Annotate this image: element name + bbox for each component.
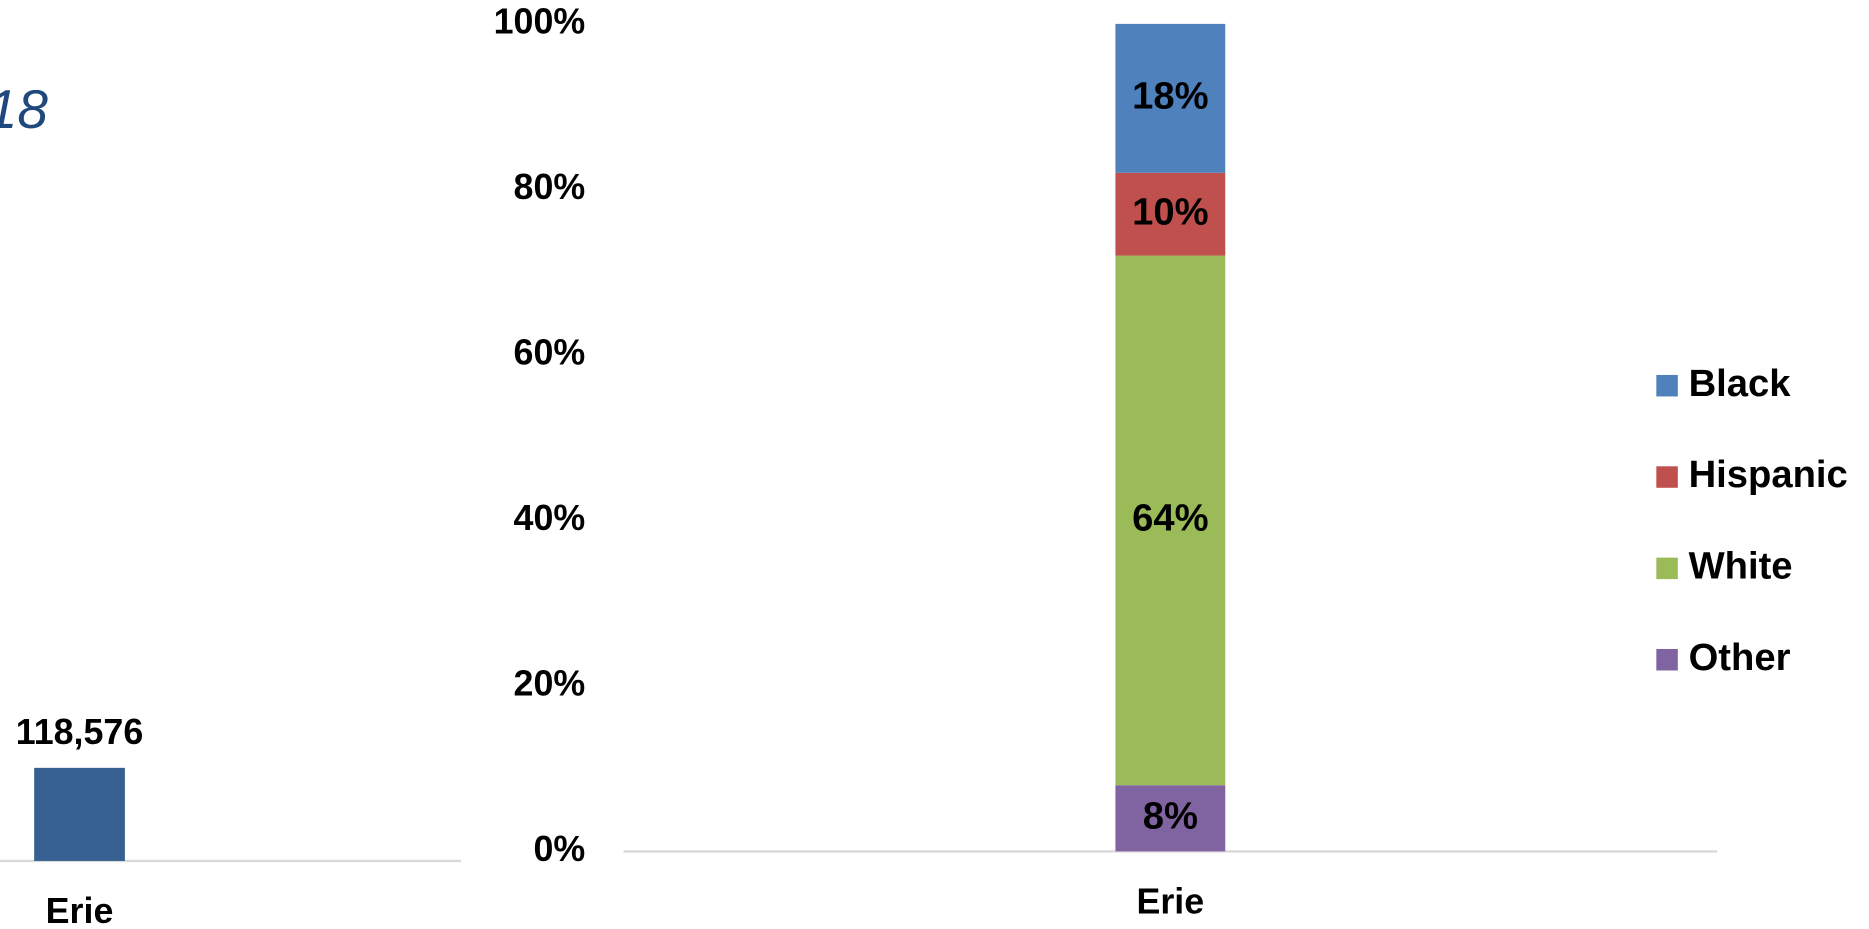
chart-title: 18 <box>0 78 48 140</box>
data-label: 64% <box>1132 496 1208 539</box>
legend-label: White <box>1689 544 1793 587</box>
y-tick-label: 40% <box>514 498 586 538</box>
bar-segment <box>1115 785 1226 852</box>
legend-label: Other <box>1689 636 1791 679</box>
legend-swatch <box>1656 648 1678 671</box>
bar <box>34 767 125 861</box>
y-tick-label: 60% <box>514 332 586 372</box>
bar-segment <box>1115 23 1226 173</box>
legend-label: Hispanic <box>1689 453 1848 496</box>
legend-swatch <box>1656 466 1678 488</box>
bar-segment <box>1115 172 1226 256</box>
data-label: 18% <box>1132 74 1208 117</box>
y-tick-label: 80% <box>514 167 586 207</box>
data-label: 118,576 <box>16 712 143 752</box>
data-label: 10% <box>1132 190 1208 233</box>
x-tick-label: Erie <box>1136 881 1204 921</box>
legend-label: Black <box>1689 362 1792 405</box>
y-tick-label: 20% <box>514 663 586 703</box>
y-tick-label: 100% <box>494 1 586 41</box>
bar-segment <box>1115 255 1226 786</box>
x-tick-label: Erie <box>46 891 114 929</box>
y-tick-label: 0% <box>533 829 585 869</box>
data-label: 8% <box>1143 794 1198 837</box>
legend-swatch <box>1656 557 1678 580</box>
legend-swatch <box>1656 374 1678 397</box>
